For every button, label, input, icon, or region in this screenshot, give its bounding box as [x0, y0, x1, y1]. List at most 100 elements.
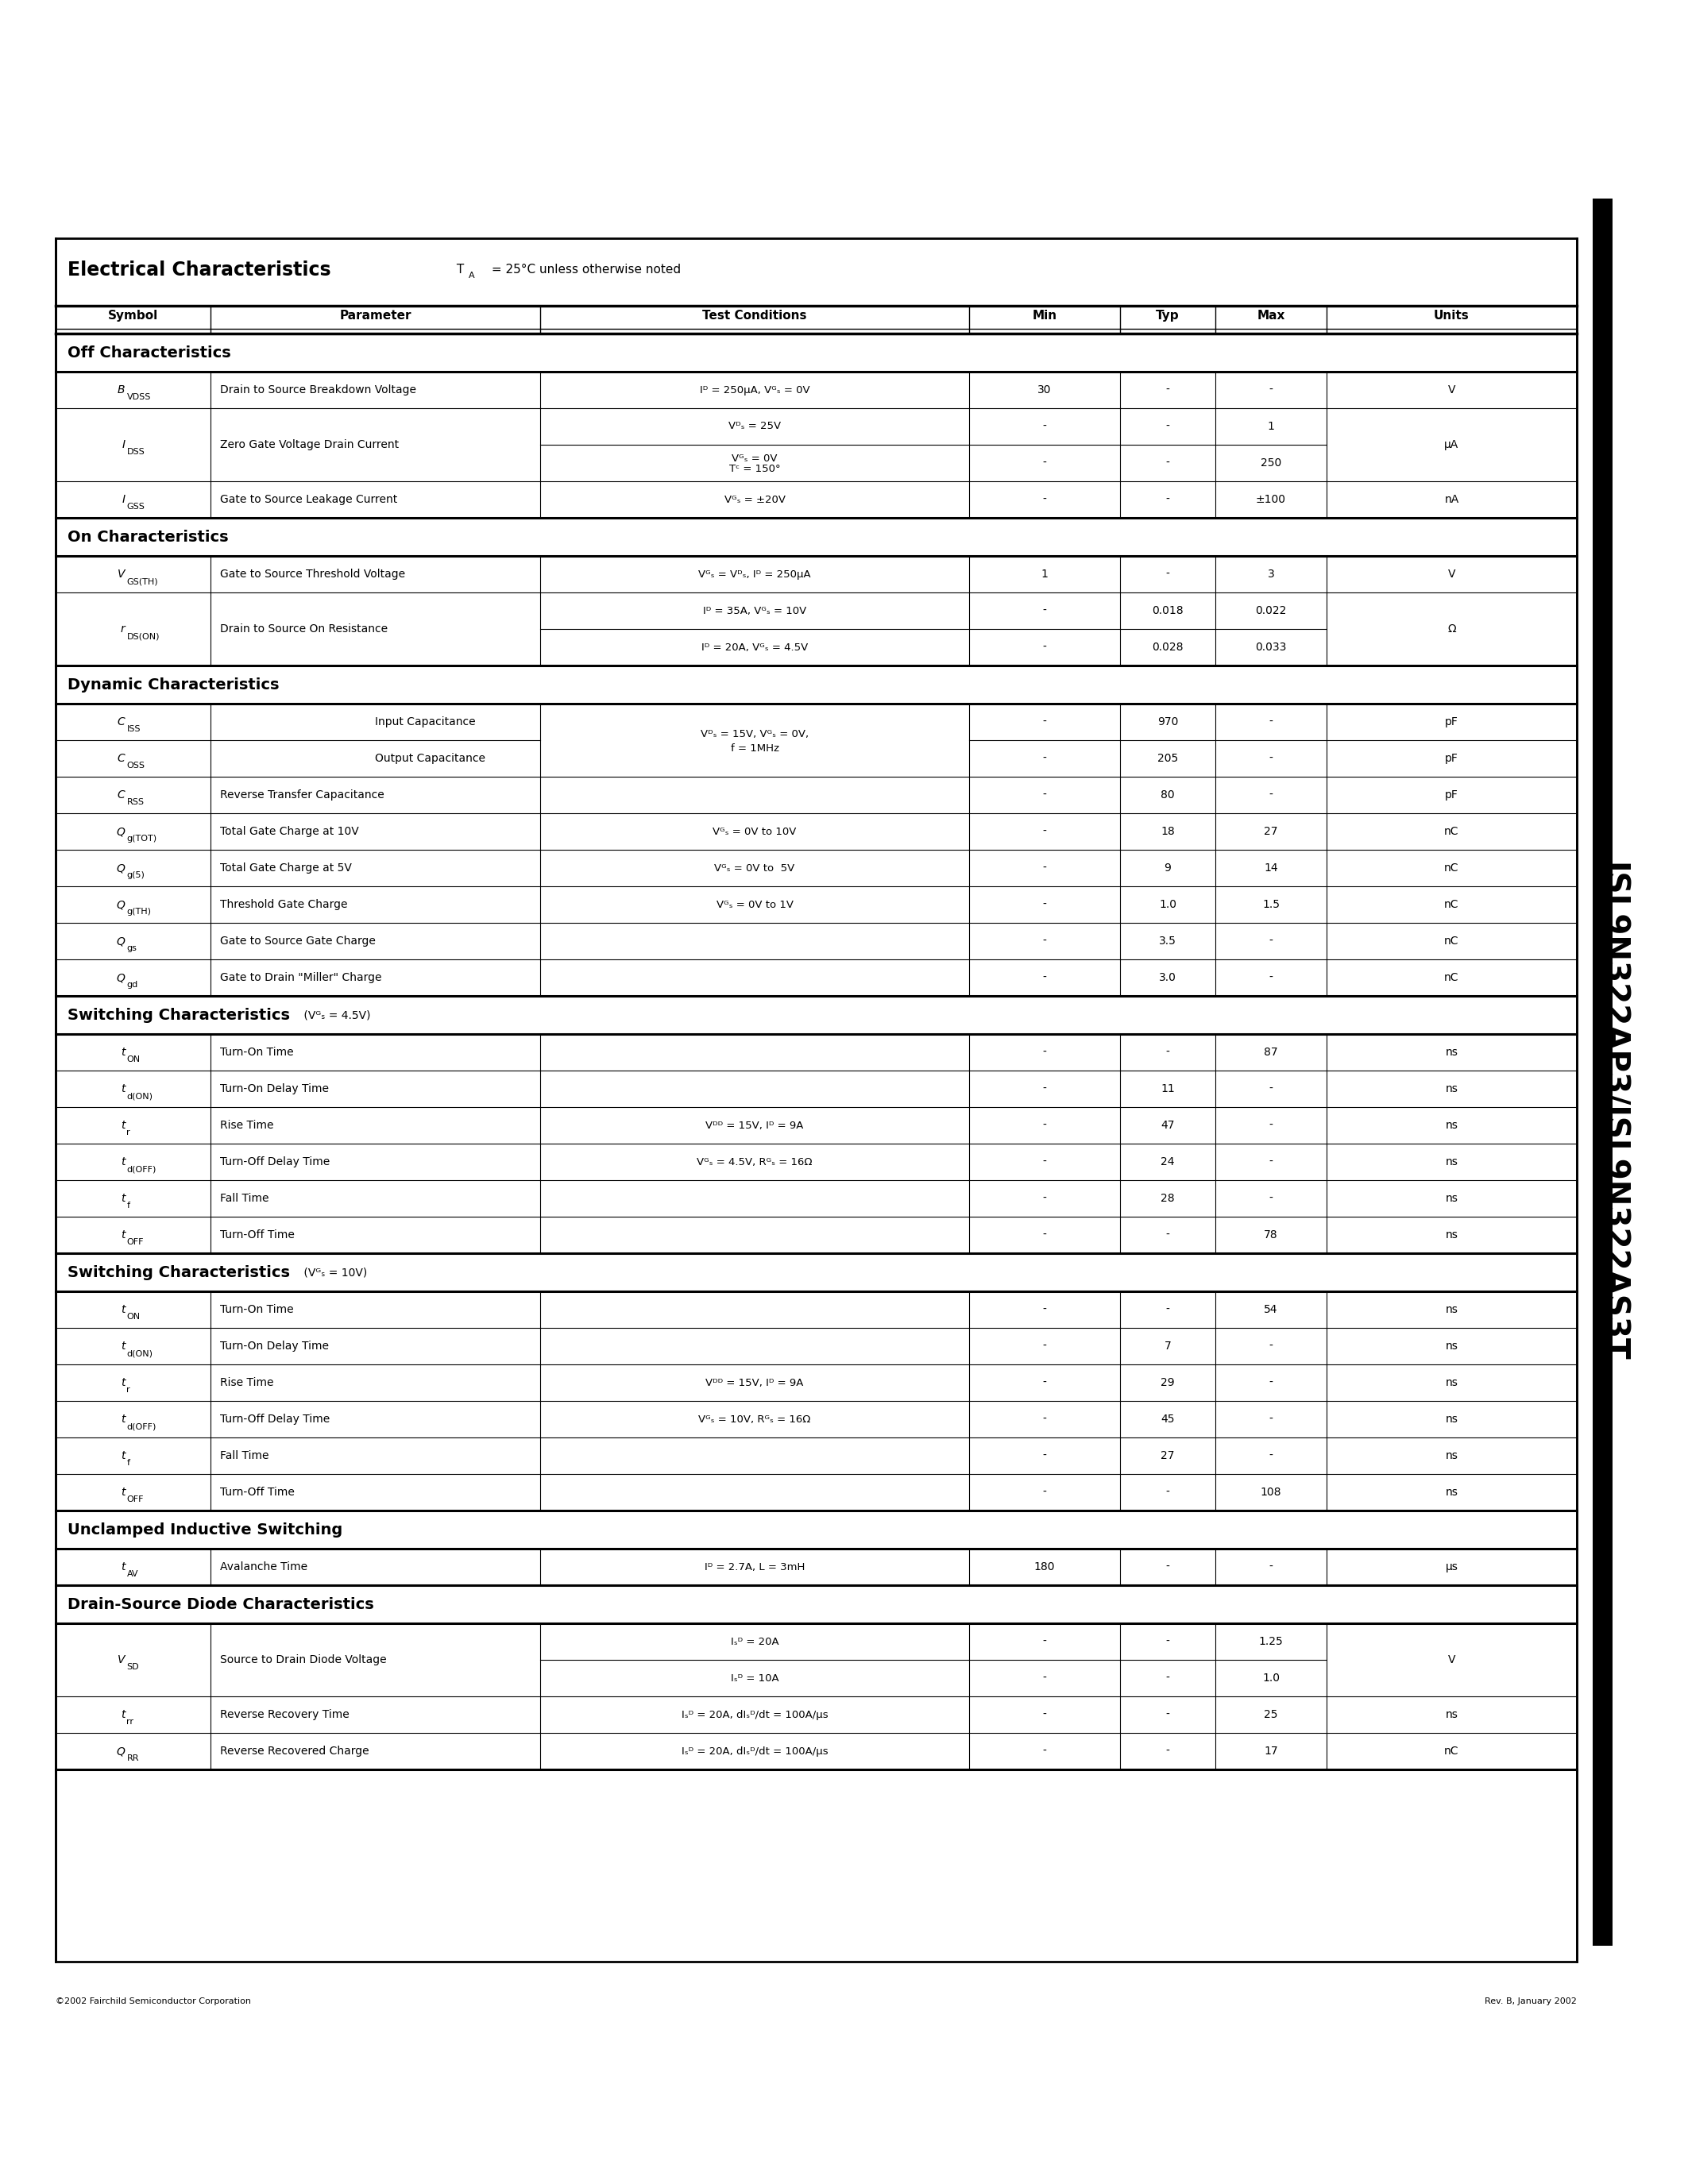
- Text: 0.018: 0.018: [1151, 605, 1183, 616]
- Text: Fall Time: Fall Time: [219, 1192, 268, 1203]
- Text: d(ON): d(ON): [127, 1350, 154, 1356]
- Text: -: -: [1166, 1230, 1170, 1241]
- Text: Reverse Recovered Charge: Reverse Recovered Charge: [219, 1745, 370, 1756]
- Text: Q: Q: [116, 826, 125, 836]
- Text: Vᴰₛ = 25V: Vᴰₛ = 25V: [729, 422, 782, 432]
- Text: Dynamic Characteristics: Dynamic Characteristics: [68, 677, 279, 692]
- Text: ns: ns: [1445, 1413, 1458, 1424]
- Text: Ω: Ω: [1447, 622, 1455, 636]
- Text: μA: μA: [1445, 439, 1458, 450]
- Text: -: -: [1043, 863, 1047, 874]
- Text: -: -: [1043, 1155, 1047, 1168]
- Text: V: V: [118, 568, 125, 579]
- Text: nC: nC: [1445, 1745, 1458, 1756]
- Text: t: t: [122, 1304, 125, 1315]
- Text: Rev. B, January 2002: Rev. B, January 2002: [1485, 1998, 1577, 2005]
- Text: Q: Q: [116, 935, 125, 946]
- Text: 80: 80: [1161, 788, 1175, 802]
- Text: Units: Units: [1433, 310, 1470, 321]
- Text: Off Characteristics: Off Characteristics: [68, 345, 231, 360]
- Text: 30: 30: [1038, 384, 1052, 395]
- Text: μs: μs: [1445, 1562, 1458, 1572]
- Text: 180: 180: [1035, 1562, 1055, 1572]
- Text: 25: 25: [1264, 1710, 1278, 1721]
- Text: Total Gate Charge at 5V: Total Gate Charge at 5V: [219, 863, 351, 874]
- Text: 9: 9: [1165, 863, 1171, 874]
- Text: ns: ns: [1445, 1046, 1458, 1057]
- Text: DSS: DSS: [127, 448, 145, 456]
- Text: 27: 27: [1264, 826, 1278, 836]
- Text: Vᴳₛ = 0V to 1V: Vᴳₛ = 0V to 1V: [716, 900, 793, 911]
- Text: C: C: [118, 716, 125, 727]
- Text: Reverse Transfer Capacitance: Reverse Transfer Capacitance: [219, 788, 385, 802]
- Text: OSS: OSS: [127, 762, 145, 769]
- Text: 0.022: 0.022: [1256, 605, 1286, 616]
- Text: Turn-Off Delay Time: Turn-Off Delay Time: [219, 1155, 329, 1168]
- Text: t: t: [122, 1413, 125, 1424]
- Text: Gate to Drain "Miller" Charge: Gate to Drain "Miller" Charge: [219, 972, 381, 983]
- Text: t: t: [122, 1487, 125, 1498]
- Text: Gate to Source Threshold Voltage: Gate to Source Threshold Voltage: [219, 568, 405, 579]
- Text: t: t: [122, 1710, 125, 1721]
- Text: Max: Max: [1258, 310, 1285, 321]
- Text: -: -: [1269, 1378, 1273, 1389]
- Text: C: C: [118, 753, 125, 764]
- Text: nA: nA: [1445, 494, 1458, 505]
- Text: -: -: [1043, 1636, 1047, 1647]
- Text: ON: ON: [127, 1313, 140, 1321]
- Text: Turn-Off Time: Turn-Off Time: [219, 1230, 295, 1241]
- Text: nC: nC: [1445, 935, 1458, 946]
- Text: ©2002 Fairchild Semiconductor Corporation: ©2002 Fairchild Semiconductor Corporatio…: [56, 1998, 252, 2005]
- Text: -: -: [1166, 1304, 1170, 1315]
- Text: 78: 78: [1264, 1230, 1278, 1241]
- Text: nC: nC: [1445, 900, 1458, 911]
- Text: nC: nC: [1445, 863, 1458, 874]
- Text: rr: rr: [127, 1719, 133, 1725]
- Text: -: -: [1043, 1230, 1047, 1241]
- Text: -: -: [1166, 1710, 1170, 1721]
- Text: -: -: [1043, 788, 1047, 802]
- Text: r: r: [127, 1129, 130, 1136]
- Text: Fall Time: Fall Time: [219, 1450, 268, 1461]
- Text: f: f: [127, 1201, 130, 1210]
- Text: (Vᴳₛ = 4.5V): (Vᴳₛ = 4.5V): [300, 1009, 370, 1020]
- Text: -: -: [1043, 716, 1047, 727]
- Text: 3.5: 3.5: [1160, 935, 1177, 946]
- Text: Input Capacitance: Input Capacitance: [375, 716, 476, 727]
- Text: ISS: ISS: [127, 725, 140, 734]
- Text: t: t: [122, 1083, 125, 1094]
- Text: t: t: [122, 1046, 125, 1057]
- Text: d(OFF): d(OFF): [127, 1164, 157, 1173]
- Text: RSS: RSS: [127, 797, 143, 806]
- Text: 1: 1: [1268, 422, 1274, 432]
- Text: pF: pF: [1445, 716, 1458, 727]
- Text: -: -: [1269, 1155, 1273, 1168]
- Text: Electrical Characteristics: Electrical Characteristics: [68, 260, 331, 280]
- Text: Iᴰ = 35A, Vᴳₛ = 10V: Iᴰ = 35A, Vᴳₛ = 10V: [702, 605, 807, 616]
- Text: t: t: [122, 1341, 125, 1352]
- Text: -: -: [1043, 1413, 1047, 1424]
- Text: Iᴰ = 2.7A, L = 3mH: Iᴰ = 2.7A, L = 3mH: [704, 1562, 805, 1572]
- Text: -: -: [1043, 1120, 1047, 1131]
- Text: -: -: [1269, 716, 1273, 727]
- Text: OFF: OFF: [127, 1496, 143, 1503]
- Text: ns: ns: [1445, 1450, 1458, 1461]
- Text: Switching Characteristics: Switching Characteristics: [68, 1265, 290, 1280]
- Text: g(TH): g(TH): [127, 909, 152, 915]
- Text: 108: 108: [1261, 1487, 1281, 1498]
- Text: 24: 24: [1161, 1155, 1175, 1168]
- Text: Turn-Off Delay Time: Turn-Off Delay Time: [219, 1413, 329, 1424]
- Text: t: t: [122, 1192, 125, 1203]
- Text: Turn-On Time: Turn-On Time: [219, 1046, 294, 1057]
- Text: t: t: [122, 1450, 125, 1461]
- Text: -: -: [1166, 456, 1170, 470]
- Text: -: -: [1043, 972, 1047, 983]
- Text: 970: 970: [1158, 716, 1178, 727]
- Text: Rise Time: Rise Time: [219, 1120, 273, 1131]
- Text: Iₛᴰ = 20A, dIₛᴰ/dt = 100A/μs: Iₛᴰ = 20A, dIₛᴰ/dt = 100A/μs: [682, 1745, 827, 1756]
- Text: d(OFF): d(OFF): [127, 1422, 157, 1431]
- Text: 1.0: 1.0: [1263, 1673, 1280, 1684]
- Text: Turn-On Time: Turn-On Time: [219, 1304, 294, 1315]
- Text: Iₛᴰ = 20A, dIₛᴰ/dt = 100A/μs: Iₛᴰ = 20A, dIₛᴰ/dt = 100A/μs: [682, 1710, 827, 1719]
- Text: Q: Q: [116, 1745, 125, 1756]
